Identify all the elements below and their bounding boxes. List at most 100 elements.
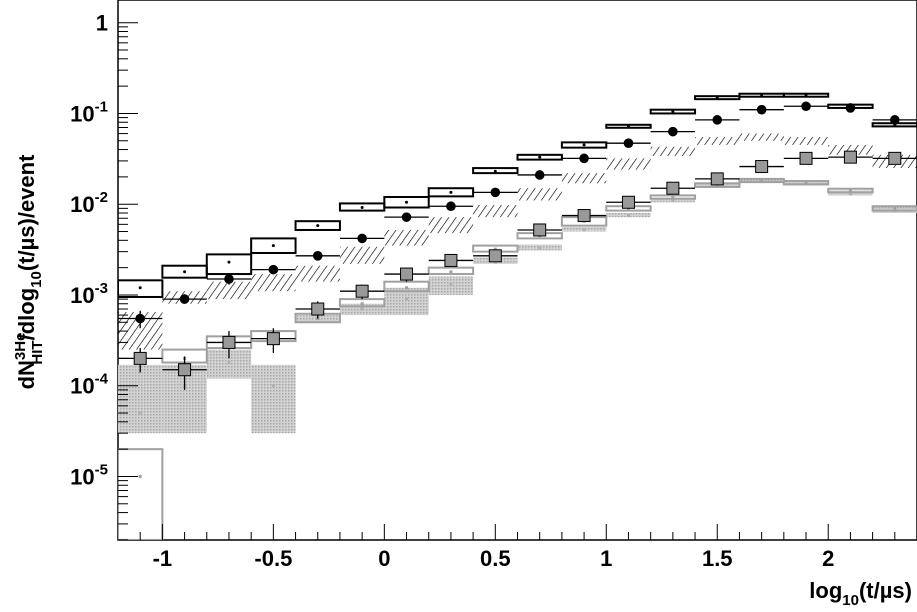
circle-point (224, 274, 234, 284)
black-box (560, 141, 608, 149)
grey-box-marker (449, 270, 453, 274)
black-box-marker (493, 169, 497, 173)
hatched-band (428, 217, 474, 234)
x-tick-label: 2 (822, 546, 834, 571)
grey-box-marker (405, 286, 409, 290)
grey-band (251, 364, 296, 434)
grey-box-marker (138, 474, 142, 478)
circle-point (845, 103, 856, 113)
grey-box-marker (715, 184, 719, 188)
square-point (133, 351, 147, 365)
hatched-band (295, 265, 340, 282)
circle-point (357, 233, 367, 244)
circle-point (268, 264, 279, 275)
square-point (666, 181, 680, 195)
black-box (516, 153, 563, 161)
black-box (649, 108, 697, 115)
square-point (266, 332, 280, 346)
square-point (533, 223, 547, 237)
square-point (488, 249, 502, 263)
square-point (178, 363, 192, 377)
square-point (355, 284, 369, 298)
square-point (755, 160, 769, 174)
black-box-marker (227, 260, 231, 264)
black-box-marker (405, 200, 409, 204)
y-tick-label: 1 (96, 11, 108, 36)
circle-point (490, 187, 501, 198)
grey-band-marker (405, 297, 409, 301)
grey-band-marker (671, 198, 675, 202)
x-tick-label: -0.5 (254, 546, 292, 571)
x-axis-title: log10(t/µs) (809, 578, 912, 609)
black-box-marker (804, 93, 808, 97)
hatched-band (517, 188, 562, 201)
hatched-band (783, 137, 829, 145)
grey-band-marker (449, 283, 453, 287)
y-tick-label: 10-2 (70, 189, 108, 217)
grey-band (118, 364, 163, 434)
circle-point (579, 153, 589, 164)
black-box-marker (183, 270, 187, 274)
square-point (400, 267, 414, 281)
circle-point (401, 212, 412, 222)
square-point (577, 209, 591, 223)
hatched-band (339, 246, 385, 264)
grey-box-marker (493, 247, 497, 251)
tick-label-layer: -1 -0.5 0 0.5 1 1.5 2 1 10-1 10-2 10-3 10-4 10-5 (70, 11, 834, 571)
square-point (222, 335, 236, 349)
x-tick-label: 0.5 (480, 546, 511, 571)
black-box-marker (449, 190, 453, 194)
circle-point (446, 201, 456, 212)
black-box-marker (760, 93, 764, 97)
square-point (621, 195, 635, 209)
black-box (250, 237, 297, 254)
square-point (799, 151, 813, 165)
grey-band-marker (582, 228, 586, 232)
black-box-marker (582, 143, 586, 147)
series-layer (118, 92, 917, 540)
grey-band-marker (138, 411, 142, 415)
black-box-marker (271, 244, 275, 248)
black-box-marker (626, 124, 630, 128)
axes-layer (118, 22, 896, 541)
hatched-band (739, 133, 784, 141)
x-tick-label: -1 (153, 546, 173, 571)
hatched-band (606, 158, 651, 170)
black-box-marker (316, 224, 320, 228)
x-tick-label: 1.5 (702, 546, 733, 571)
circle-point (135, 313, 145, 324)
square-point (311, 302, 325, 316)
grey-band-marker (538, 246, 542, 250)
circle-point (534, 170, 545, 180)
circle-point (623, 138, 634, 149)
circle-point (712, 115, 723, 125)
y-tick-label: 10-5 (70, 461, 108, 489)
grey-box-marker (893, 206, 897, 210)
hatched-band (650, 146, 696, 156)
circle-point (801, 101, 811, 112)
circle-point (312, 251, 323, 261)
hatched-band (384, 229, 429, 246)
grey-band-marker (227, 361, 231, 365)
black-box-marker (138, 286, 142, 290)
hatched-band (251, 274, 296, 292)
grey-band (384, 287, 429, 316)
square-point (888, 151, 902, 165)
black-box-marker (538, 155, 542, 159)
y-tick-label: 10-3 (70, 280, 108, 308)
black-box (294, 220, 341, 231)
grey-box-marker (760, 179, 764, 183)
square-point (710, 172, 724, 186)
circle-point (890, 115, 900, 125)
black-box-marker (360, 205, 364, 209)
black-box (472, 167, 519, 175)
black-box (118, 279, 164, 298)
circle-point (179, 294, 190, 304)
black-box-marker (715, 95, 719, 99)
square-point (843, 150, 857, 164)
y-tick-label: 10-1 (70, 98, 108, 126)
grey-band-marker (626, 214, 630, 218)
black-box-marker (671, 110, 675, 114)
grey-box (427, 266, 475, 276)
